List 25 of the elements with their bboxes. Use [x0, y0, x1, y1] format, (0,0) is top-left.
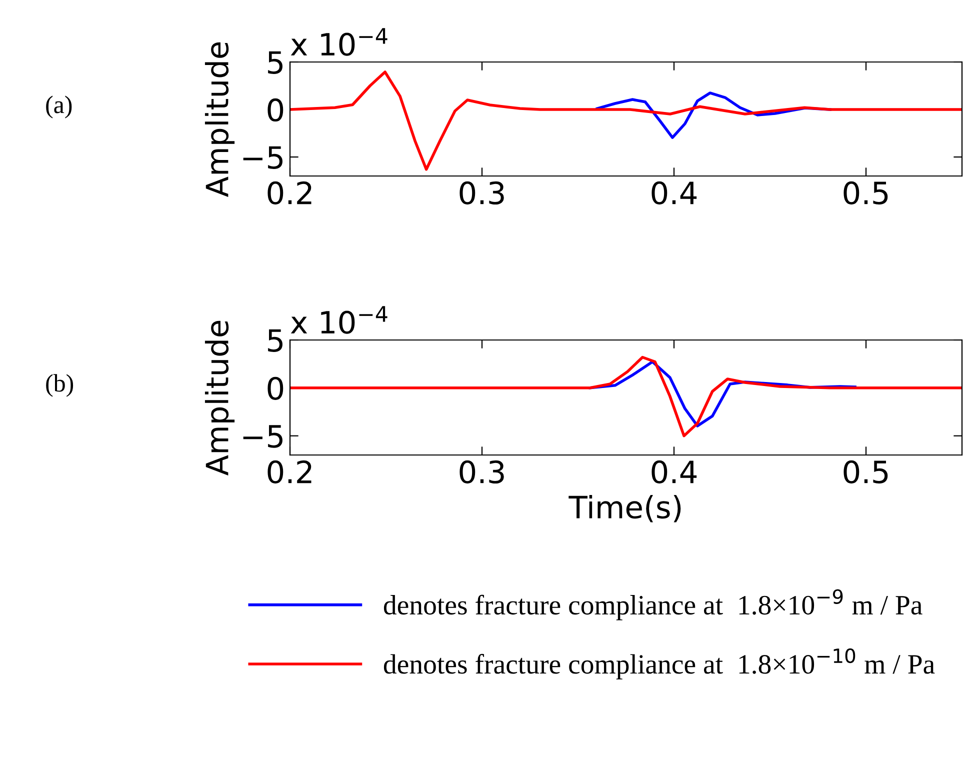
- y-tick-label: 0: [268, 376, 284, 400]
- x-tick-label: 0.3: [460, 460, 504, 484]
- text: x 10$^{−4}$: [290, 28, 388, 56]
- y-tick-label: −5: [243, 425, 282, 448]
- y-tick-label: 5: [268, 329, 282, 352]
- x-axis-title: Time(s): [568, 494, 681, 522]
- line-series: [290, 70, 962, 171]
- y-tick-label: 0: [268, 98, 284, 122]
- x-tick-label: 0.4: [652, 460, 697, 484]
- x-tick-label: 0.2: [268, 181, 312, 205]
- line-series: [290, 356, 962, 438]
- y-axis-title: Amplitude: [204, 320, 235, 476]
- x-tick-label: 0.5: [844, 181, 888, 205]
- x-tick-label: 0.2: [268, 460, 312, 484]
- y-tick-label: −5: [243, 146, 282, 170]
- x-tick-label: 0.4: [652, 181, 697, 205]
- x-tick-label: 0.5: [844, 460, 888, 484]
- text: (a): [46, 96, 72, 118]
- x-tick-label: 0.3: [460, 181, 504, 205]
- legend-label: denotes fracture compliance at 1.8×10$^{−10}$ m / Pa: [384, 648, 935, 680]
- legend-label: denotes fracture compliance at 1.8×10$^{−9}$ m / Pa: [384, 589, 922, 620]
- text: (b): [46, 374, 74, 397]
- y-axis-title: Amplitude: [204, 42, 235, 198]
- text: x 10$^{−4}$: [290, 306, 388, 334]
- y-tick-label: 5: [268, 51, 282, 74]
